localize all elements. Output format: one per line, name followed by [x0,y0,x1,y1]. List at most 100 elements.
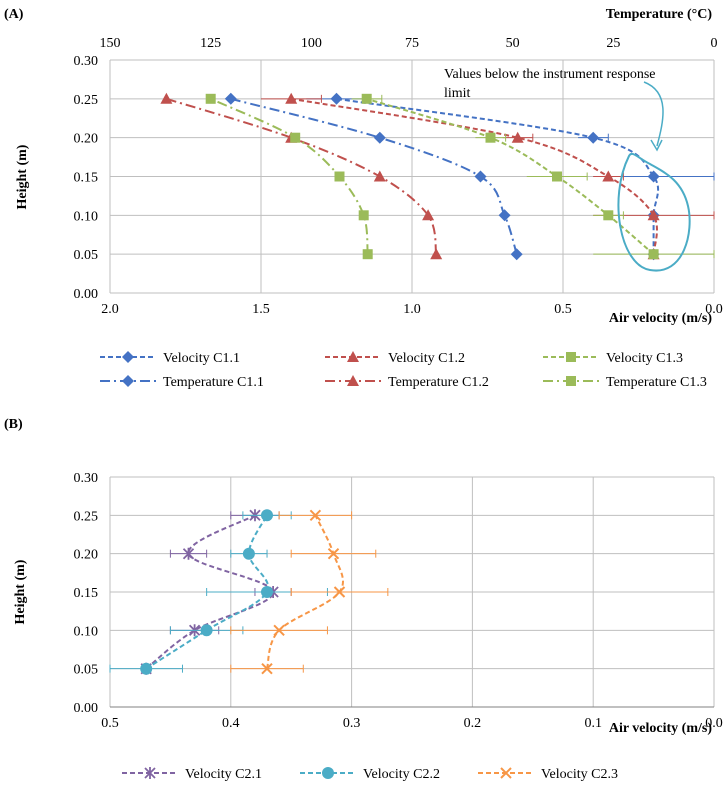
chart-a-legend-label: Temperature C1.3 [606,375,707,390]
chart-a-point [373,170,386,182]
chart-b-y-axis-title: Height (m) [13,559,28,624]
chart-b-point [327,547,340,560]
annotation-highlight-loop [617,152,691,272]
chart-a-point [498,209,511,222]
chart-a-point [474,170,487,183]
chart-b-y-tick-label: 0.10 [74,624,99,639]
chart-a-point [587,131,600,144]
chart-a-x-top-tick-label: 75 [405,36,419,51]
chart-a-series-line [166,97,438,255]
chart-a-point [647,209,660,221]
chart-a: 0.000.050.100.150.200.250.302.0 1.5 1.0 0.5… [74,36,723,390]
chart-a-point [362,249,373,260]
chart-b-point [182,547,195,560]
panel-b-label: (B) [4,417,23,432]
chart-b-point [242,547,255,560]
chart-b-x-tick-label: 0.1 [584,716,602,731]
chart-a-point [511,131,524,143]
chart-a-legend-swatch-marker [347,375,359,386]
chart-a-legend-swatch-marker [566,352,576,362]
chart-a-point [552,171,562,182]
chart-a-x-bottom-tick-label: 0.5 [554,302,572,317]
chart-b-point [309,509,322,522]
chart-a-series-line [230,97,518,255]
chart-b-x-tick-label: 0.5 [101,716,119,731]
chart-b-legend-swatch-marker [322,767,334,779]
chart-b-point [140,662,153,675]
chart-b-legend-swatch-marker [144,767,156,779]
chart-a-y-tick-label: 0.05 [74,248,99,263]
chart-a-point [510,248,523,261]
chart-b-point [333,586,346,598]
chart-a-y-tick-label: 0.25 [74,93,99,108]
chart-b-y-tick-label: 0.05 [74,663,99,678]
annotation-arrow-head [650,139,663,152]
chart-b-point [200,624,213,637]
chart-b-x-tick-label: 0.0 [705,716,723,731]
chart-a-x-top-tick-label: 125 [200,36,221,51]
panel-a-label: (A) [4,7,24,22]
chart-b-y-tick-label: 0.00 [74,701,99,716]
chart-b-x-tick-label: 0.3 [343,716,361,731]
chart-b-point [261,509,273,522]
chart-a-legend-swatch-marker [122,351,134,363]
chart-a-y-tick-label: 0.15 [74,171,99,186]
annotation-line-2: limit [444,86,471,101]
chart-a-point [160,92,173,104]
chart-a-point [430,248,443,260]
chart-a-legend-label: Temperature C1.2 [388,375,489,390]
chart-a-y-axis-title: Height (m) [15,144,30,209]
chart-a-point [603,210,614,221]
chart-a-point [602,170,615,182]
chart-a-point [361,93,372,104]
annotation-arrow-line [643,81,664,147]
chart-b-x-tick-label: 0.2 [464,716,482,731]
chart-a-bottom-axis-title: Air velocity (m/s) [609,311,712,326]
chart-b-y-tick-label: 0.25 [74,509,99,524]
chart-b: 0.00 0.05 0.10 0.15 0.20 0.25 0.30 0.5 0.4 0.3 0.2… [74,471,723,782]
chart-a-point [373,131,386,144]
chart-b-x-tick-label: 0.4 [222,716,240,731]
chart-a-point [205,93,216,104]
chart-a-legend-label: Temperature C1.1 [163,375,264,390]
chart-a-point [330,92,343,105]
chart-b-point [273,624,285,637]
chart-a-x-bottom-tick-label: 0.0 [705,302,723,317]
chart-b-x-axis-title: Air velocity (m/s) [609,721,712,736]
chart-a-point [334,171,345,182]
chart-a-point [285,92,298,104]
chart-a-point [647,170,660,183]
chart-b-y-tick-label: 0.15 [74,586,99,601]
chart-b-y-tick-label: 0.20 [74,548,99,563]
chart-b-y-tick-label: 0.30 [74,471,99,486]
chart-b-legend-label: Velocity C2.3 [541,767,618,782]
chart-a-legend-swatch-marker [566,376,576,386]
chart-b-legend-label: Velocity C2.2 [363,767,440,782]
chart-a-point [290,132,301,143]
chart-b-point [261,662,273,675]
chart-a-x-top-tick-label: 150 [100,36,121,51]
chart-a-y-tick-label: 0.30 [74,54,99,69]
chart-b-legend-label: Velocity C2.1 [185,767,262,782]
chart-a-x-top-tick-label: 0 [711,36,718,51]
chart-a-legend-label: Velocity C1.3 [606,351,683,366]
chart-b-legend-swatch-marker [500,767,512,779]
chart-a-point [648,249,659,260]
chart-a-x-bottom-tick-label: 2.0 [101,302,119,317]
chart-a-y-tick-label: 0.10 [74,209,99,224]
chart-a-x-top-tick-label: 100 [301,36,322,51]
chart-a-x-top-tick-label: 25 [606,36,620,51]
chart-b-point [261,586,273,598]
chart-a-point [358,210,369,221]
chart-a-top-axis-title: Temperature (°C) [606,7,713,22]
annotation-line-1: Values below the instrument response [444,67,656,82]
chart-a-legend-label: Velocity C1.1 [163,351,240,366]
chart-a-series-line [366,97,655,255]
chart-a-legend-swatch-marker [122,375,134,387]
chart-a-legend-label: Velocity C1.2 [388,351,465,366]
chart-a-legend-swatch-marker [347,351,359,362]
chart-a-x-bottom-tick-label: 1.0 [403,302,421,317]
chart-a-point [485,132,496,143]
chart-a-y-tick-label: 0.20 [74,132,99,147]
